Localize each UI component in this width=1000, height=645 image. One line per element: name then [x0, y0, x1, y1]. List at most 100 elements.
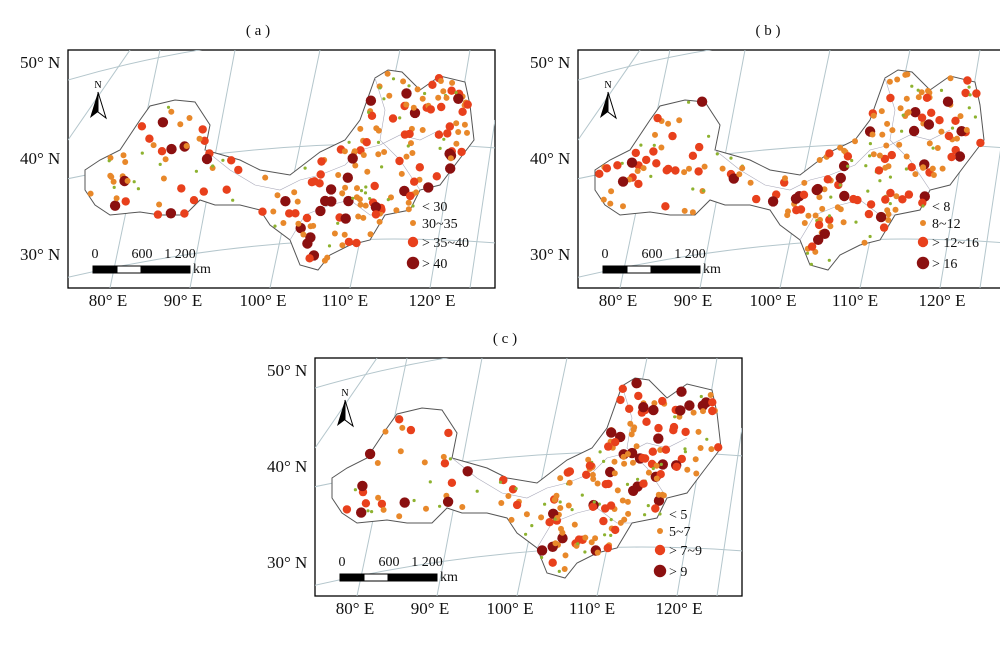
station-dot	[366, 509, 370, 513]
station-dot	[453, 120, 460, 127]
station-dot	[910, 84, 914, 88]
station-dot	[364, 185, 368, 189]
north-label: N	[341, 388, 348, 399]
station-dot	[694, 167, 703, 176]
north-label: N	[94, 80, 101, 91]
station-dot	[375, 151, 382, 158]
station-dot	[805, 251, 810, 255]
station-dot	[642, 417, 651, 426]
station-dot	[881, 195, 890, 204]
station-dot	[869, 131, 876, 138]
station-dot	[889, 127, 896, 134]
legend-label: 8~12	[932, 217, 961, 232]
station-dot	[538, 514, 545, 521]
legend-label: > 7~9	[669, 544, 702, 559]
station-dot	[707, 134, 711, 138]
station-dot	[661, 202, 670, 211]
station-dot	[942, 96, 954, 107]
station-dot	[357, 201, 364, 208]
panel-title: ( a )	[246, 23, 270, 39]
station-dot	[619, 497, 626, 504]
station-dot	[870, 112, 877, 119]
station-dot	[540, 555, 544, 560]
latitude-label: 30° N	[20, 245, 60, 264]
station-dot	[811, 184, 822, 196]
station-dot	[382, 428, 389, 435]
station-dot	[649, 174, 653, 178]
station-dot	[652, 143, 656, 147]
station-dot	[636, 477, 640, 481]
station-dot	[739, 165, 746, 172]
station-dot	[342, 172, 353, 183]
longitude-label: 80° E	[89, 291, 127, 310]
station-dot	[406, 425, 416, 435]
station-dot	[356, 196, 363, 203]
station-dot	[582, 470, 591, 479]
station-dot	[611, 458, 618, 465]
station-dot	[920, 164, 927, 171]
station-dot	[628, 431, 635, 438]
station-dot	[438, 146, 442, 150]
station-dot	[606, 427, 617, 438]
station-dot	[401, 88, 412, 99]
station-dot	[524, 532, 528, 536]
station-dot	[875, 211, 887, 223]
station-dot	[821, 186, 828, 193]
legend-swatch	[657, 528, 663, 534]
scale-tick: 1 200	[164, 247, 196, 262]
station-dot	[904, 167, 908, 171]
longitude-label: 120° E	[919, 291, 966, 310]
latitude-label: 30° N	[267, 553, 307, 572]
station-dot	[910, 107, 921, 118]
longitude-line	[269, 50, 321, 288]
station-dot	[790, 193, 802, 204]
station-dot	[861, 239, 868, 246]
station-dot	[595, 169, 604, 178]
station-dot	[341, 148, 348, 155]
station-dot	[918, 198, 927, 207]
station-dot	[386, 92, 393, 99]
station-dot	[340, 213, 351, 224]
station-dot	[357, 125, 364, 132]
station-dot	[403, 153, 410, 160]
scale-segment	[650, 265, 701, 274]
station-dot	[950, 126, 955, 130]
station-dot	[849, 194, 858, 204]
station-dot	[408, 140, 414, 147]
station-dot	[684, 466, 691, 473]
station-dot	[87, 190, 94, 197]
station-dot	[457, 147, 466, 157]
station-dot	[280, 196, 291, 207]
latitude-label: 40° N	[267, 457, 307, 476]
station-dot	[361, 499, 371, 508]
station-dot	[688, 151, 698, 160]
station-dot	[316, 170, 325, 179]
station-dot	[676, 117, 683, 124]
legend-label: 5~7	[669, 525, 691, 540]
station-dot	[589, 471, 596, 478]
station-dot	[816, 194, 823, 201]
station-dot	[951, 116, 960, 126]
station-dot	[609, 518, 613, 522]
station-dot	[653, 433, 664, 444]
scale-segment	[339, 573, 365, 582]
station-dot	[443, 129, 452, 138]
station-dot	[864, 209, 874, 219]
station-dot	[880, 154, 890, 164]
station-dot	[514, 487, 518, 491]
station-dot	[107, 159, 111, 163]
station-dot	[870, 151, 877, 158]
station-dot	[423, 91, 427, 96]
station-dot	[609, 533, 613, 537]
station-dot	[784, 212, 791, 219]
station-dot	[884, 120, 891, 127]
station-dot	[912, 171, 919, 178]
station-dot	[917, 113, 927, 122]
station-dot	[498, 500, 505, 506]
station-dot	[658, 396, 667, 406]
station-dot	[879, 131, 886, 138]
longitude-line	[716, 427, 742, 596]
latitude-label: 50° N	[530, 53, 570, 72]
station-dot	[625, 482, 630, 486]
station-dot	[400, 78, 407, 85]
